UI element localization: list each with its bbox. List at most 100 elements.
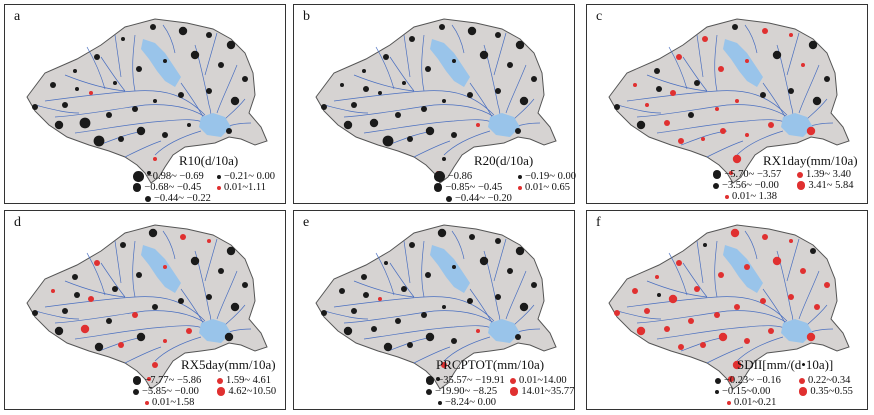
station-marker — [421, 106, 427, 112]
station-marker — [772, 256, 782, 266]
station-marker — [190, 50, 200, 60]
station-marker — [664, 326, 670, 332]
station-marker — [73, 69, 77, 73]
station-marker — [678, 344, 684, 350]
legend-swatch — [510, 387, 519, 396]
station-marker — [80, 324, 90, 334]
station-marker — [88, 296, 94, 302]
station-marker — [745, 133, 749, 137]
station-marker — [162, 132, 168, 138]
station-marker — [519, 96, 529, 106]
river-line — [806, 98, 828, 120]
station-marker — [383, 342, 393, 352]
station-marker — [54, 120, 64, 130]
station-marker — [340, 83, 344, 87]
river-line — [469, 82, 493, 118]
legend-swatch — [133, 171, 144, 182]
legend-item: −0.15~0.00 — [715, 386, 770, 397]
legend-swatch — [518, 174, 522, 179]
station-marker — [79, 117, 91, 129]
station-marker — [118, 342, 124, 348]
station-marker — [153, 99, 157, 103]
basin-outline — [26, 224, 268, 390]
legend-item: −7.77~ −5.86 — [133, 375, 201, 386]
station-marker — [147, 377, 151, 381]
legend-label: 1.59~ 4.61 — [226, 375, 272, 386]
river-line — [451, 24, 465, 54]
station-marker — [700, 342, 706, 348]
station-marker — [62, 102, 68, 108]
station-marker — [94, 342, 104, 352]
station-marker — [407, 342, 413, 348]
legend-swatch — [426, 388, 432, 395]
station-marker — [226, 40, 236, 50]
station-marker — [206, 294, 212, 300]
river-line — [668, 252, 688, 296]
panel-label: d — [14, 215, 21, 230]
legend-item: −0.98~ −0.69 — [133, 171, 204, 182]
legend-swatch — [434, 171, 445, 182]
station-marker — [768, 328, 774, 334]
legend-label: 0.01~14.00 — [519, 375, 567, 386]
river-line — [74, 119, 206, 134]
river-line — [114, 240, 122, 284]
station-marker — [728, 376, 734, 382]
panel-title: RX5day(mm/10a) — [181, 357, 276, 372]
station-marker — [676, 54, 682, 60]
legend-swatch — [799, 387, 808, 396]
station-marker — [732, 24, 738, 30]
station-marker — [106, 112, 112, 118]
station-marker — [343, 326, 353, 336]
river-line — [375, 46, 395, 90]
station-marker — [186, 328, 192, 334]
station-marker — [378, 297, 382, 301]
river-line — [656, 325, 788, 340]
station-marker — [409, 242, 415, 248]
station-marker — [495, 32, 501, 38]
station-marker — [744, 264, 750, 270]
river-line — [343, 310, 500, 327]
river-line — [443, 130, 491, 156]
river-line — [180, 288, 204, 324]
river-line — [353, 74, 415, 92]
station-marker — [163, 265, 167, 269]
legend-label: 14.01~35.77 — [521, 386, 575, 397]
panel-title: R10(d/10a) — [179, 153, 239, 168]
station-marker — [425, 332, 435, 342]
station-marker — [148, 228, 158, 238]
station-marker — [676, 260, 682, 266]
station-marker — [94, 260, 100, 266]
station-marker — [113, 81, 117, 85]
station-marker — [361, 274, 367, 280]
station-marker — [678, 138, 684, 144]
legend-label: 0.01~1.11 — [224, 182, 267, 193]
map-panel-f: f SDII[mm/(d•10a)] −0.23~ −0.16 0.22~0.34… — [586, 210, 868, 410]
river-line — [505, 64, 527, 114]
river-line — [353, 280, 415, 298]
basin-map — [608, 18, 850, 184]
station-marker — [407, 136, 413, 142]
legend-label: −0.44~ −0.22 — [154, 193, 211, 204]
station-marker — [515, 40, 525, 50]
legend-swatch — [713, 182, 719, 189]
panel-label: f — [596, 215, 601, 230]
station-marker — [132, 312, 138, 318]
river-line — [162, 230, 176, 260]
river-line — [714, 240, 718, 298]
station-marker — [62, 308, 68, 314]
legend-label: −0.68~ −0.45 — [144, 182, 202, 193]
station-marker — [178, 92, 184, 98]
river-line — [64, 74, 126, 92]
lake — [781, 319, 813, 343]
station-marker — [636, 120, 646, 130]
station-marker — [136, 66, 142, 72]
station-marker — [467, 26, 477, 36]
river-line — [806, 304, 828, 326]
basin-map — [26, 18, 268, 184]
station-marker — [378, 91, 382, 95]
legend-swatch — [438, 400, 442, 405]
station-marker — [688, 112, 694, 118]
station-marker — [476, 123, 480, 127]
station-marker — [730, 228, 740, 238]
station-marker — [441, 362, 447, 368]
